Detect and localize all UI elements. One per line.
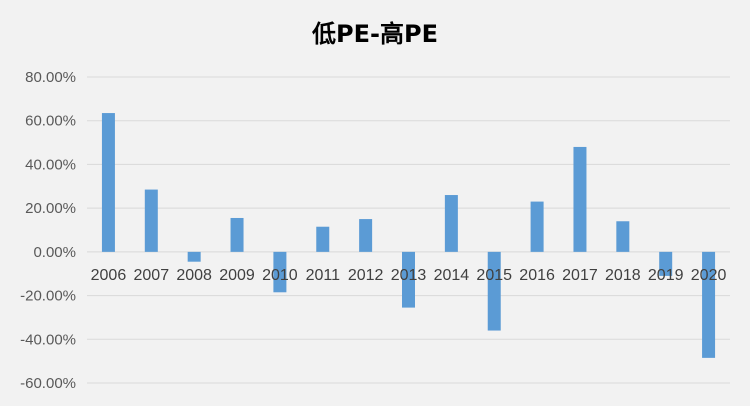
x-axis-ticks: 2006 2007 2008 2009 2010 2011 2012 2013 2014 2015… <box>91 267 727 284</box>
bar-2009 <box>230 217 244 252</box>
bar-2007 <box>144 189 158 252</box>
x-tick-label: 2016 <box>519 267 555 284</box>
bar-2008 <box>187 251 201 262</box>
x-tick-label: 2007 <box>134 267 170 284</box>
y-tick-label: 40.00% <box>25 156 76 173</box>
x-tick-label: 2009 <box>219 267 255 284</box>
x-tick-label: 2019 <box>648 267 684 284</box>
bar-2011 <box>316 226 330 252</box>
bar-2013 <box>402 251 415 308</box>
x-tick-label: 2010 <box>262 267 298 284</box>
x-tick-label: 2020 <box>691 267 727 284</box>
chart-title: 低PE-高PE <box>312 20 438 48</box>
x-tick-label: 2013 <box>391 267 427 284</box>
y-tick-label: 80.00% <box>25 69 76 86</box>
x-tick-label: 2015 <box>476 267 512 284</box>
bar-2014 <box>444 195 458 252</box>
bar-2015 <box>487 251 501 331</box>
bar-2020 <box>702 251 716 358</box>
bar-2010 <box>273 251 287 293</box>
bar-2016 <box>530 201 544 252</box>
y-tick-label: -60.00% <box>20 375 76 392</box>
y-tick-label: -20.00% <box>20 288 76 305</box>
y-tick-label: 0.00% <box>33 244 76 261</box>
x-tick-label: 2012 <box>348 267 384 284</box>
x-tick-label: 2006 <box>91 267 127 284</box>
x-tick-label: 2018 <box>605 267 641 284</box>
bar-2006 <box>101 113 115 252</box>
bar-2018 <box>616 221 630 252</box>
y-tick-label: -40.00% <box>20 331 76 348</box>
bar-2017 <box>573 146 587 252</box>
bars <box>101 113 716 358</box>
x-tick-label: 2008 <box>176 267 212 284</box>
y-tick-label: 60.00% <box>25 113 76 130</box>
bar-2012 <box>359 219 373 252</box>
x-tick-label: 2014 <box>434 267 470 284</box>
y-axis-ticks: 80.00% 60.00% 40.00% 20.00% 0.00% -20.00% -40.… <box>20 69 76 392</box>
x-tick-label: 2011 <box>306 267 341 284</box>
gridlines <box>87 76 730 384</box>
x-tick-label: 2017 <box>562 267 598 284</box>
bar-2019 <box>659 251 673 276</box>
y-tick-label: 20.00% <box>25 200 76 217</box>
